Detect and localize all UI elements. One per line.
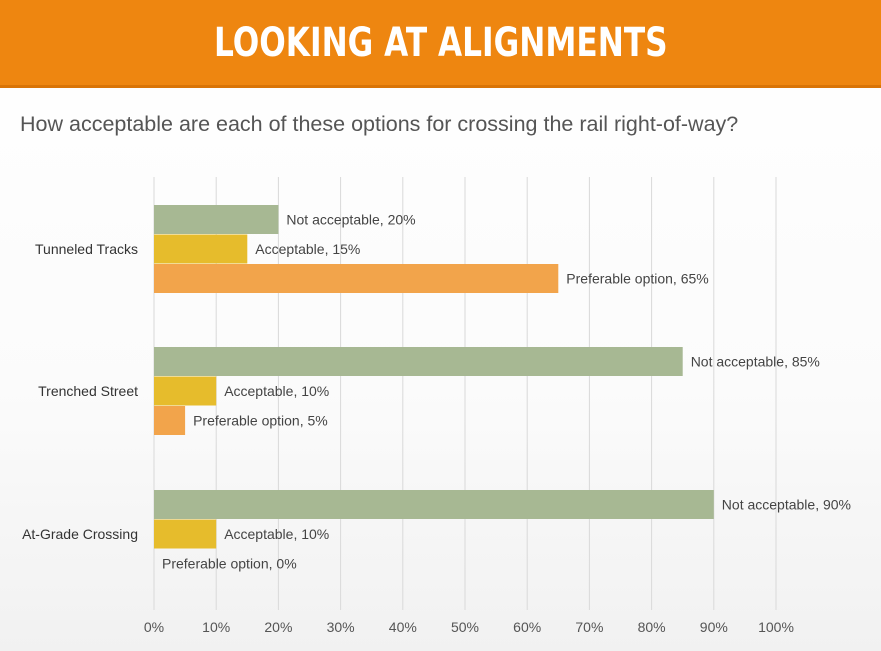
x-tick-label: 100% <box>758 619 794 635</box>
chart-labels: 0% 10% 20% 30% 40% 50% 60% 70% 80% 90% 100% Tunnele… <box>22 212 851 636</box>
bar-acceptable <box>154 519 217 549</box>
data-label: Acceptable, 15% <box>255 241 360 257</box>
data-label: Acceptable, 10% <box>224 526 329 542</box>
x-tick-label: 40% <box>389 619 417 635</box>
bar-not-acceptable <box>154 205 279 234</box>
data-label: Not acceptable, 85% <box>691 354 820 370</box>
category-label: At-Grade Crossing <box>22 526 138 542</box>
bar-not-acceptable <box>154 347 683 376</box>
x-tick-label: 70% <box>575 619 603 635</box>
data-label: Preferable option, 65% <box>566 271 708 287</box>
bar-acceptable <box>154 234 248 264</box>
category-label: Tunneled Tracks <box>35 241 138 257</box>
header-banner: LOOKING AT ALIGNMENTS <box>0 0 881 88</box>
data-label: Preferable option, 5% <box>193 413 328 429</box>
data-label: Not acceptable, 90% <box>722 497 851 513</box>
data-label: Acceptable, 10% <box>224 383 329 399</box>
bar-acceptable <box>154 376 217 406</box>
bar-preferable-option <box>154 406 186 435</box>
page-title: LOOKING AT ALIGNMENTS <box>213 19 668 66</box>
x-tick-label: 50% <box>451 619 479 635</box>
category-label: Trenched Street <box>38 383 138 399</box>
x-tick-label: 10% <box>202 619 230 635</box>
x-tick-label: 20% <box>264 619 292 635</box>
x-tick-label: 0% <box>144 619 164 635</box>
bar-preferable-option <box>154 264 559 293</box>
data-label: Preferable option, 0% <box>162 556 297 572</box>
x-tick-label: 30% <box>327 619 355 635</box>
data-label: Not acceptable, 20% <box>286 212 415 228</box>
x-tick-label: 80% <box>638 619 666 635</box>
x-tick-label: 60% <box>513 619 541 635</box>
chart-bars <box>154 205 714 549</box>
bar-not-acceptable <box>154 490 714 519</box>
question-text: How acceptable are each of these options… <box>20 112 739 136</box>
x-tick-label: 90% <box>700 619 728 635</box>
